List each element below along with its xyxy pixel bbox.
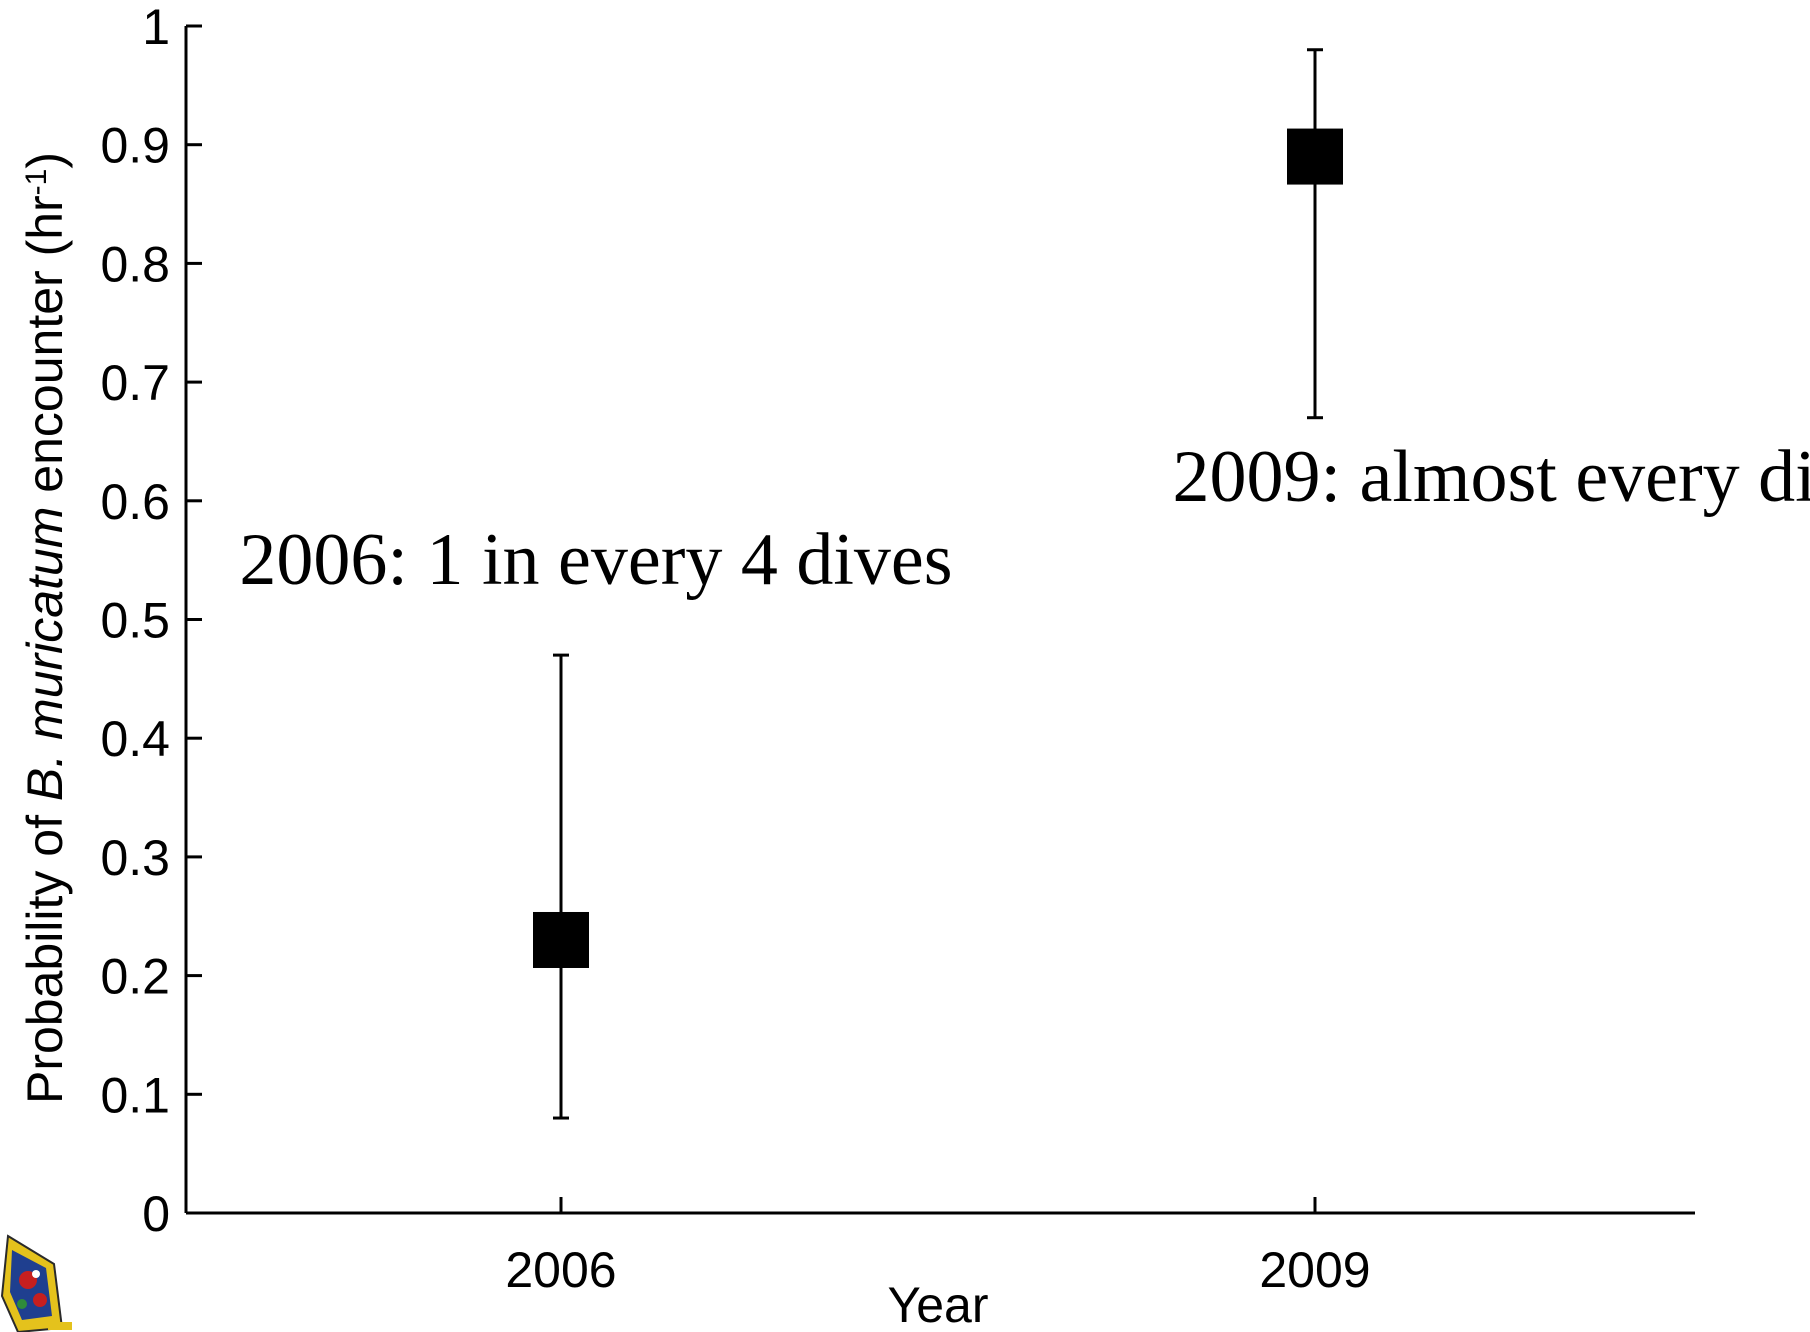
y-tick-label: 0.9 [100,118,170,174]
y-tick-label: 0 [142,1186,170,1242]
y-axis-title-suffix: ) [17,152,73,169]
annotation-text: 2009: almost every dive [1172,436,1810,518]
x-ticks: 2006 2009 [505,1197,1371,1298]
y-axis-title-middle: encounter (hr [17,195,73,506]
y-axis-title: Probability of B. muricatum encounter (h… [17,152,73,1104]
y-tick-label: 0.4 [100,711,170,767]
y-ticks: 0 0.1 0.2 0.3 0.4 0.5 0.6 0.7 0.8 0.9 1 [100,0,202,1242]
y-tick-label: 0.6 [100,474,170,530]
y-axis-title-prefix: Probability of [17,801,73,1104]
y-tick-label: 0.2 [100,949,170,1005]
x-tick-label: 2009 [1259,1242,1370,1298]
y-tick-label: 0.7 [100,355,170,411]
y-tick-label: 0.8 [100,236,170,292]
axes [184,26,1695,1215]
data-point-marker [1287,128,1343,185]
annotation-text: 2006: 1 in every 4 dives [239,519,952,601]
y-axis-title-species: B. muricatum [17,507,73,802]
logo [0,1234,72,1332]
x-axis-title: Year [887,1277,988,1332]
y-tick-label: 0.1 [100,1067,170,1123]
x-tick-label: 2006 [505,1242,616,1298]
y-axis-title-superscript: -1 [20,169,53,196]
y-tick-label: 0.3 [100,830,170,886]
data-point-marker [533,911,589,968]
data-marks [533,48,1343,1120]
y-tick-label: 1 [142,0,170,55]
y-tick-label: 0.5 [100,593,170,649]
annotations: 2006: 1 in every 4 dives 2009: almost eve… [239,436,1810,601]
